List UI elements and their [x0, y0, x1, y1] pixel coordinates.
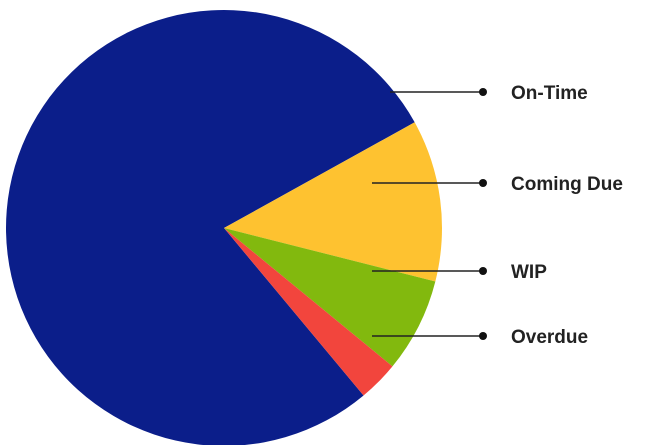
- pie-slice-coming-due: [224, 122, 442, 282]
- pie-slice-on-time: [6, 10, 415, 445]
- pie-slice-overdue: [224, 228, 393, 396]
- pie-slices: [6, 10, 442, 445]
- slice-label-coming-due: Coming Due: [511, 174, 623, 195]
- slice-labels: On-Time Coming Due WIP Overdue: [511, 83, 623, 348]
- slice-label-overdue: Overdue: [511, 327, 588, 348]
- leader-dot-wip: [479, 267, 487, 275]
- leader-dot-coming-due: [479, 179, 487, 187]
- pie-slice-wip: [224, 228, 436, 367]
- slice-label-on-time: On-Time: [511, 83, 588, 104]
- slice-label-wip: WIP: [511, 262, 547, 283]
- leader-lines: [372, 88, 487, 340]
- leader-dot-overdue: [479, 332, 487, 340]
- leader-dot-on-time: [479, 88, 487, 96]
